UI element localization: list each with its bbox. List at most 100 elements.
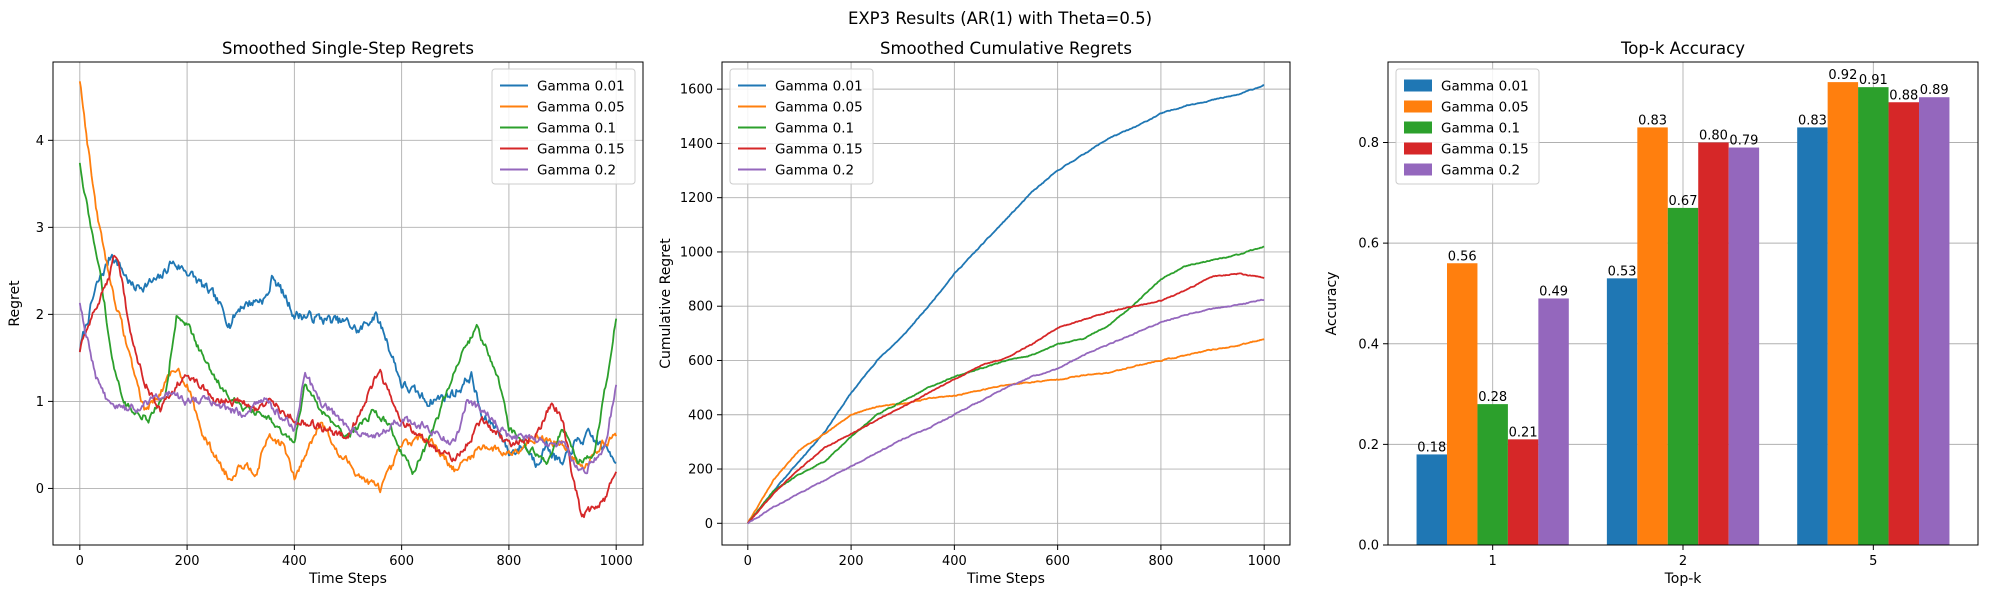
legend: Gamma 0.01 Gamma 0.05 Gamma 0.1 Gamma 0.15 G… bbox=[491, 68, 636, 185]
bar-gamma-0-01-top-5 bbox=[1797, 127, 1828, 545]
legend-frame bbox=[1395, 68, 1540, 185]
bar-value-label: 0.49 bbox=[1539, 284, 1568, 299]
y-tick-label: 400 bbox=[688, 408, 713, 423]
bar-gamma-0-15-top-2 bbox=[1698, 142, 1729, 545]
x-tick-label: 600 bbox=[1045, 554, 1070, 569]
bar-value-label: 0.56 bbox=[1448, 249, 1477, 264]
x-tick-label: 400 bbox=[282, 554, 307, 569]
series-line-gamma-0-1 bbox=[78, 162, 618, 476]
cumulative-regret-chart: 0 200 400 600 800 1000 0 200 400 600 800 1000 1200 14… bbox=[658, 39, 1291, 587]
figure-title: EXP3 Results (AR(1) with Theta=0.5) bbox=[848, 9, 1152, 28]
bar-gamma-0-2-top-1 bbox=[1538, 298, 1569, 545]
x-tick-label: 800 bbox=[1148, 554, 1173, 569]
y-tick-label: 2 bbox=[36, 308, 44, 323]
bar-gamma-0-15-top-1 bbox=[1507, 439, 1539, 545]
x-tick-label: 1000 bbox=[600, 554, 633, 569]
y-tick-label: 1400 bbox=[680, 137, 713, 152]
legend-swatch-gamma-0-1 bbox=[1404, 121, 1432, 134]
y-tick-label: 0.8 bbox=[1358, 136, 1379, 151]
x-tick-label: 0 bbox=[76, 554, 84, 569]
chart-title: Smoothed Single-Step Regrets bbox=[222, 39, 474, 58]
bar-gamma-0-05-top-5 bbox=[1827, 82, 1859, 545]
y-tick-label: 800 bbox=[688, 300, 713, 315]
chart-title: Top-k Accuracy bbox=[1620, 39, 1745, 58]
series-line-gamma-0-15 bbox=[78, 254, 618, 519]
bar-gamma-0-2-top-2 bbox=[1728, 147, 1760, 545]
legend: Gamma 0.01 Gamma 0.05 Gamma 0.1 Gamma 0.15 G… bbox=[1395, 68, 1540, 185]
legend-swatch-gamma-0-15 bbox=[1404, 142, 1432, 155]
legend: Gamma 0.01 Gamma 0.05 Gamma 0.1 Gamma 0.15 G… bbox=[729, 68, 874, 185]
single-step-regret-chart: 0 200 400 600 800 1000 0 1 2 3 4 Smoothed Single-St… bbox=[7, 39, 644, 587]
chart-title: Smoothed Cumulative Regrets bbox=[880, 39, 1132, 58]
bar-gamma-0-1-top-2 bbox=[1667, 207, 1699, 545]
legend-label-gamma-0-2: Gamma 0.2 bbox=[775, 163, 854, 179]
series-line-gamma-0-1 bbox=[747, 245, 1265, 524]
legend-label-gamma-0-1: Gamma 0.1 bbox=[775, 121, 854, 137]
legend-label-gamma-0-01: Gamma 0.01 bbox=[1441, 79, 1529, 95]
bar-gamma-0-1-top-5 bbox=[1858, 87, 1889, 545]
legend-label-gamma-0-01: Gamma 0.01 bbox=[537, 79, 625, 95]
legend-swatch-gamma-0-01 bbox=[1404, 79, 1432, 92]
bar-value-label: 0.79 bbox=[1729, 134, 1758, 149]
x-axis-label: Time Steps bbox=[308, 571, 387, 587]
bar-value-label: 0.83 bbox=[1798, 113, 1827, 128]
y-axis-label: Regret bbox=[7, 280, 23, 327]
x-tick-label: 1000 bbox=[1248, 554, 1281, 569]
bar-gamma-0-1-top-1 bbox=[1477, 404, 1508, 545]
bar-gamma-0-01-top-2 bbox=[1606, 278, 1638, 545]
y-tick-label: 0.6 bbox=[1358, 237, 1379, 252]
x-tick-label: 0 bbox=[744, 554, 752, 569]
x-axis-label: Top-k bbox=[1664, 571, 1703, 587]
bar-value-label: 0.91 bbox=[1859, 73, 1888, 88]
bar-value-label: 0.89 bbox=[1920, 83, 1949, 98]
series-line-gamma-0-01 bbox=[747, 84, 1265, 525]
legend-frame bbox=[729, 68, 874, 185]
bar-value-label: 0.88 bbox=[1889, 88, 1918, 103]
legend-swatch-gamma-0-05 bbox=[1404, 100, 1432, 113]
y-axis-label: Cumulative Regret bbox=[658, 238, 674, 369]
legend-swatch-gamma-0-2 bbox=[1404, 163, 1432, 176]
y-tick-label: 0.0 bbox=[1358, 539, 1379, 554]
y-tick-label: 600 bbox=[688, 354, 713, 369]
bar-value-label: 0.83 bbox=[1638, 113, 1667, 128]
legend-label-gamma-0-2: Gamma 0.2 bbox=[1441, 163, 1520, 179]
legend-label-gamma-0-1: Gamma 0.1 bbox=[1441, 121, 1520, 137]
bar-value-label: 0.53 bbox=[1608, 264, 1637, 279]
bar-value-label: 0.18 bbox=[1417, 440, 1446, 455]
bar-gamma-0-15-top-5 bbox=[1888, 102, 1919, 545]
bar-value-label: 0.67 bbox=[1669, 194, 1698, 209]
legend-frame bbox=[491, 68, 636, 185]
bar-value-label: 0.28 bbox=[1478, 390, 1507, 405]
x-tick-label: 800 bbox=[496, 554, 521, 569]
y-tick-label: 4 bbox=[36, 134, 44, 149]
axes-frame bbox=[52, 61, 644, 546]
topk-accuracy-chart: 0.180.530.830.560.830.920.280.670.910.21… bbox=[1324, 39, 1979, 587]
y-tick-label: 0.2 bbox=[1358, 438, 1379, 453]
x-axis-label: Time Steps bbox=[966, 571, 1045, 587]
y-axis-label: Accuracy bbox=[1324, 272, 1340, 336]
y-tick-label: 200 bbox=[688, 463, 713, 478]
legend-label-gamma-0-01: Gamma 0.01 bbox=[775, 79, 863, 95]
series-line-gamma-0-2 bbox=[78, 302, 618, 475]
x-tick-label: 1 bbox=[1489, 554, 1497, 569]
series-line-gamma-0-15 bbox=[747, 272, 1265, 524]
y-tick-label: 3 bbox=[36, 221, 44, 236]
series-line-gamma-0-05 bbox=[747, 338, 1265, 524]
legend-label-gamma-0-15: Gamma 0.15 bbox=[775, 142, 863, 158]
legend-label-gamma-0-05: Gamma 0.05 bbox=[775, 100, 863, 116]
y-tick-label: 1600 bbox=[680, 83, 713, 98]
legend-label-gamma-0-15: Gamma 0.15 bbox=[537, 142, 625, 158]
bar-value-label: 0.21 bbox=[1509, 425, 1538, 440]
bar-gamma-0-05-top-1 bbox=[1447, 263, 1478, 545]
bar-value-label: 0.80 bbox=[1699, 129, 1728, 144]
x-tick-label: 200 bbox=[839, 554, 864, 569]
legend-label-gamma-0-05: Gamma 0.05 bbox=[1441, 100, 1529, 116]
y-tick-label: 1200 bbox=[680, 191, 713, 206]
legend-label-gamma-0-1: Gamma 0.1 bbox=[537, 121, 616, 137]
bar-gamma-0-05-top-2 bbox=[1637, 127, 1668, 545]
bar-value-label: 0.92 bbox=[1828, 68, 1857, 83]
x-tick-label: 2 bbox=[1679, 554, 1687, 569]
x-tick-label: 200 bbox=[175, 554, 200, 569]
y-tick-label: 1000 bbox=[680, 245, 713, 260]
